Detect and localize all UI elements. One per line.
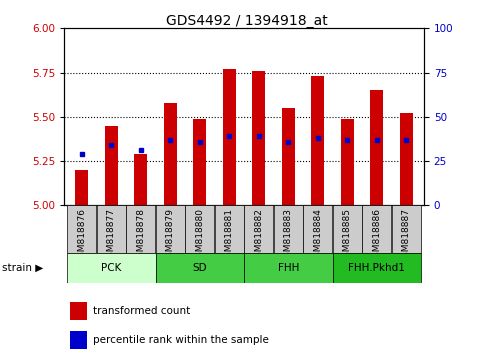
FancyBboxPatch shape: [244, 253, 333, 283]
FancyBboxPatch shape: [155, 253, 244, 283]
Text: GSM818884: GSM818884: [313, 208, 322, 263]
Text: SD: SD: [192, 263, 207, 273]
Bar: [70, 331, 87, 349]
Text: GSM818877: GSM818877: [107, 208, 116, 263]
Text: FHH: FHH: [278, 263, 299, 273]
Text: GSM818886: GSM818886: [372, 208, 381, 263]
Text: GSM818885: GSM818885: [343, 208, 352, 263]
Text: GSM818879: GSM818879: [166, 208, 175, 263]
Bar: [400, 113, 413, 205]
FancyBboxPatch shape: [303, 205, 332, 253]
FancyBboxPatch shape: [185, 205, 214, 253]
Text: FHH.Pkhd1: FHH.Pkhd1: [349, 263, 405, 273]
Text: strain ▶: strain ▶: [2, 262, 44, 272]
Bar: [370, 90, 384, 205]
FancyBboxPatch shape: [67, 253, 155, 283]
Bar: [252, 71, 265, 205]
Bar: [105, 126, 118, 205]
Bar: [70, 302, 87, 320]
Bar: [282, 108, 295, 205]
FancyBboxPatch shape: [156, 205, 185, 253]
Text: GSM818882: GSM818882: [254, 208, 263, 263]
Bar: [193, 119, 207, 205]
FancyBboxPatch shape: [392, 205, 421, 253]
FancyBboxPatch shape: [333, 205, 362, 253]
FancyBboxPatch shape: [215, 205, 244, 253]
Text: GSM818887: GSM818887: [402, 208, 411, 263]
Text: GSM818880: GSM818880: [195, 208, 204, 263]
Text: GSM818876: GSM818876: [77, 208, 86, 263]
Text: GSM818881: GSM818881: [225, 208, 234, 263]
Bar: [164, 103, 177, 205]
FancyBboxPatch shape: [333, 253, 421, 283]
Bar: [134, 154, 147, 205]
Bar: [75, 170, 88, 205]
FancyBboxPatch shape: [68, 205, 96, 253]
FancyBboxPatch shape: [97, 205, 126, 253]
FancyBboxPatch shape: [126, 205, 155, 253]
FancyBboxPatch shape: [245, 205, 273, 253]
Text: transformed count: transformed count: [93, 306, 191, 316]
Text: GSM818878: GSM818878: [136, 208, 145, 263]
FancyBboxPatch shape: [362, 205, 391, 253]
FancyBboxPatch shape: [274, 205, 303, 253]
Bar: [223, 69, 236, 205]
Text: percentile rank within the sample: percentile rank within the sample: [93, 335, 269, 345]
Text: PCK: PCK: [101, 263, 121, 273]
Bar: [311, 76, 324, 205]
Text: GDS4492 / 1394918_at: GDS4492 / 1394918_at: [166, 14, 327, 28]
Bar: [341, 119, 354, 205]
Text: GSM818883: GSM818883: [284, 208, 293, 263]
